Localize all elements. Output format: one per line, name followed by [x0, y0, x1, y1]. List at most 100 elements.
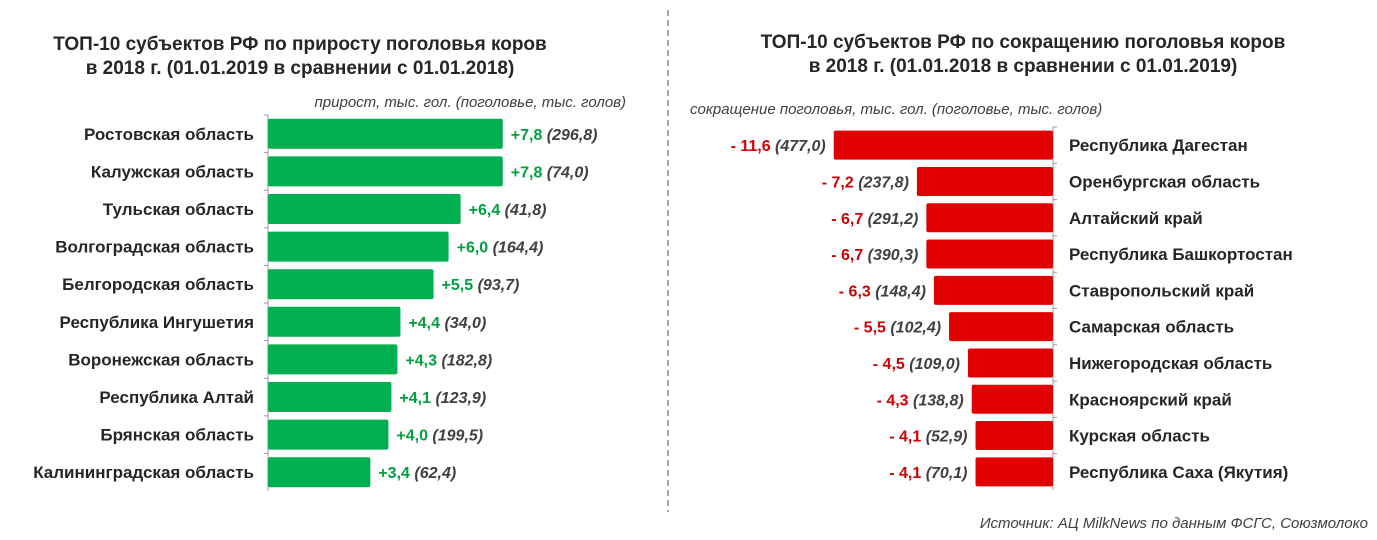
- stock-value: (296,8): [542, 127, 597, 144]
- stock-value: (93,7): [473, 277, 519, 294]
- stock-value: (41,8): [500, 202, 546, 219]
- value-label: +4,1 (123,9): [399, 390, 486, 407]
- category-label: Брянская область: [100, 426, 254, 445]
- stock-value: (109,0): [905, 356, 960, 373]
- left-title-line1: ТОП-10 субъектов РФ по приросту поголовь…: [53, 34, 546, 55]
- category-label: Белгородская область: [62, 275, 254, 294]
- stock-value: (62,4): [410, 465, 456, 482]
- value-label: - 11,6 (477,0): [731, 138, 826, 155]
- value-label: - 4,1 (70,1): [889, 465, 967, 482]
- value-label: - 5,5 (102,4): [854, 320, 941, 337]
- value-label: +5,5 (93,7): [442, 277, 520, 294]
- stock-value: (138,8): [909, 392, 964, 409]
- left-title-line2: в 2018 г. (01.01.2019 в сравнении с 01.0…: [86, 58, 515, 79]
- category-label: Самарская область: [1069, 318, 1234, 337]
- change-value: - 4,1: [889, 429, 921, 446]
- bar: [916, 166, 1053, 196]
- change-value: +5,5: [442, 277, 474, 294]
- value-label: +6,0 (164,4): [457, 240, 544, 257]
- change-value: +7,8: [511, 127, 543, 144]
- category-label: Оренбургская область: [1069, 172, 1260, 191]
- bar: [268, 269, 434, 300]
- stock-value: (182,8): [437, 352, 492, 369]
- right-title-line1: ТОП-10 субъектов РФ по сокращению поголо…: [761, 32, 1286, 53]
- change-value: +6,0: [457, 240, 489, 257]
- category-label: Республика Алтай: [99, 388, 254, 407]
- change-value: - 6,3: [839, 283, 871, 300]
- value-label: - 7,2 (237,8): [822, 174, 909, 191]
- change-value: - 7,2: [822, 174, 854, 191]
- value-label: +7,8 (296,8): [511, 127, 598, 144]
- bar: [268, 231, 449, 262]
- bar: [975, 421, 1053, 451]
- change-value: +6,4: [469, 202, 501, 219]
- right-subtitle: сокращение поголовья, тыс. гол. (поголов…: [690, 101, 1102, 118]
- bar: [926, 239, 1053, 269]
- bar: [268, 419, 389, 450]
- change-value: +4,4: [408, 315, 440, 332]
- category-label: Красноярский край: [1069, 390, 1232, 409]
- category-label: Нижегородская область: [1069, 354, 1272, 373]
- bar: [268, 194, 461, 224]
- category-label: Ставропольский край: [1069, 281, 1254, 300]
- stock-value: (164,4): [488, 240, 543, 257]
- category-label: Алтайский край: [1069, 209, 1203, 228]
- bar: [933, 275, 1053, 305]
- category-label: Волгоградская область: [55, 238, 254, 257]
- change-value: - 6,7: [831, 211, 863, 228]
- category-label: Курская область: [1069, 427, 1210, 446]
- category-label: Республика Башкортостан: [1069, 245, 1293, 264]
- source-note: Источник: АЦ MilkNews по данным ФСГС, Со…: [980, 515, 1368, 532]
- category-label: Республика Саха (Якутия): [1069, 463, 1288, 482]
- category-label: Калужская область: [91, 162, 254, 181]
- stock-value: (291,2): [863, 211, 918, 228]
- stock-value: (390,3): [863, 247, 918, 264]
- stock-value: (477,0): [771, 138, 826, 155]
- value-label: - 4,1 (52,9): [889, 429, 967, 446]
- stock-value: (70,1): [921, 465, 967, 482]
- value-label: - 6,7 (291,2): [831, 211, 918, 228]
- stock-value: (237,8): [854, 174, 909, 191]
- change-value: - 4,1: [889, 465, 921, 482]
- right-title-line2: в 2018 г. (01.01.2018 в сравнении с 01.0…: [809, 56, 1238, 77]
- category-label: Республика Ингушетия: [60, 313, 254, 332]
- value-label: +4,3 (182,8): [405, 352, 492, 369]
- value-label: +7,8 (74,0): [511, 164, 589, 181]
- value-label: - 6,7 (390,3): [831, 247, 918, 264]
- bar: [967, 348, 1053, 378]
- change-value: +4,0: [396, 428, 428, 445]
- bar: [268, 118, 503, 149]
- change-value: - 4,3: [877, 392, 909, 409]
- change-value: - 4,5: [873, 356, 905, 373]
- value-label: +6,4 (41,8): [469, 202, 547, 219]
- value-label: +4,4 (34,0): [408, 315, 486, 332]
- stock-value: (34,0): [440, 315, 486, 332]
- category-label: Республика Дагестан: [1069, 136, 1248, 155]
- change-value: - 11,6: [731, 138, 771, 155]
- category-label: Тульская область: [103, 200, 254, 219]
- bar: [949, 312, 1053, 342]
- category-label: Калининградская область: [33, 463, 254, 482]
- bar: [268, 156, 503, 187]
- bar: [926, 203, 1053, 233]
- change-value: +4,1: [399, 390, 431, 407]
- category-label: Воронежская область: [68, 350, 254, 369]
- value-label: +3,4 (62,4): [378, 465, 456, 482]
- bar: [268, 457, 371, 488]
- value-label: - 6,3 (148,4): [839, 283, 926, 300]
- stock-value: (199,5): [428, 428, 483, 445]
- stock-value: (102,4): [886, 320, 941, 337]
- bar: [971, 384, 1053, 414]
- category-label: Ростовская область: [84, 125, 254, 144]
- change-value: +7,8: [511, 164, 543, 181]
- bar: [833, 130, 1053, 160]
- value-label: - 4,3 (138,8): [877, 392, 964, 409]
- change-value: +4,3: [405, 352, 437, 369]
- change-value: - 6,7: [831, 247, 863, 264]
- change-value: - 5,5: [854, 320, 886, 337]
- bar: [975, 457, 1053, 487]
- value-label: - 4,5 (109,0): [873, 356, 960, 373]
- left-subtitle: прирост, тыс. гол. (поголовье, тыс. голо…: [315, 94, 626, 111]
- bar: [268, 382, 392, 412]
